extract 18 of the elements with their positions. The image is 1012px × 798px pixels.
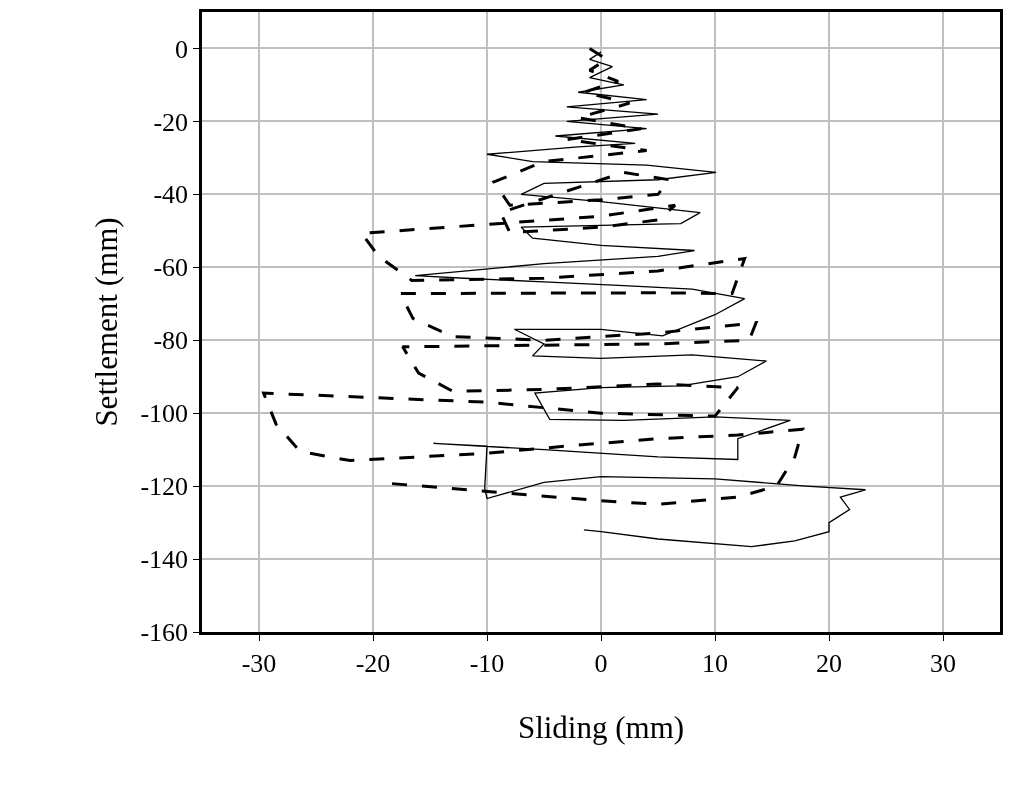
x-tick-label: -10: [469, 648, 505, 678]
y-tick-label: -160: [140, 618, 189, 648]
y-tick-label: -40: [153, 180, 189, 210]
y-tick-label: -80: [153, 326, 189, 356]
y-axis-title: Settlement (mm): [89, 217, 125, 427]
y-tick-label: -20: [153, 107, 189, 137]
x-tick-label: -20: [355, 648, 391, 678]
x-tick-label: 30: [930, 648, 956, 678]
y-tick-label: 0: [175, 34, 189, 64]
x-tick-label: 20: [816, 648, 842, 678]
x-tick-label: 10: [702, 648, 728, 678]
y-tick-label: -60: [153, 253, 189, 283]
y-tick-label: -120: [140, 472, 189, 502]
x-tick-label: -30: [241, 648, 277, 678]
x-tick-label: 0: [594, 648, 608, 678]
x-axis-title: Sliding (mm): [517, 710, 685, 746]
y-tick-label: -100: [140, 399, 189, 429]
y-tick-label: -140: [140, 545, 189, 575]
